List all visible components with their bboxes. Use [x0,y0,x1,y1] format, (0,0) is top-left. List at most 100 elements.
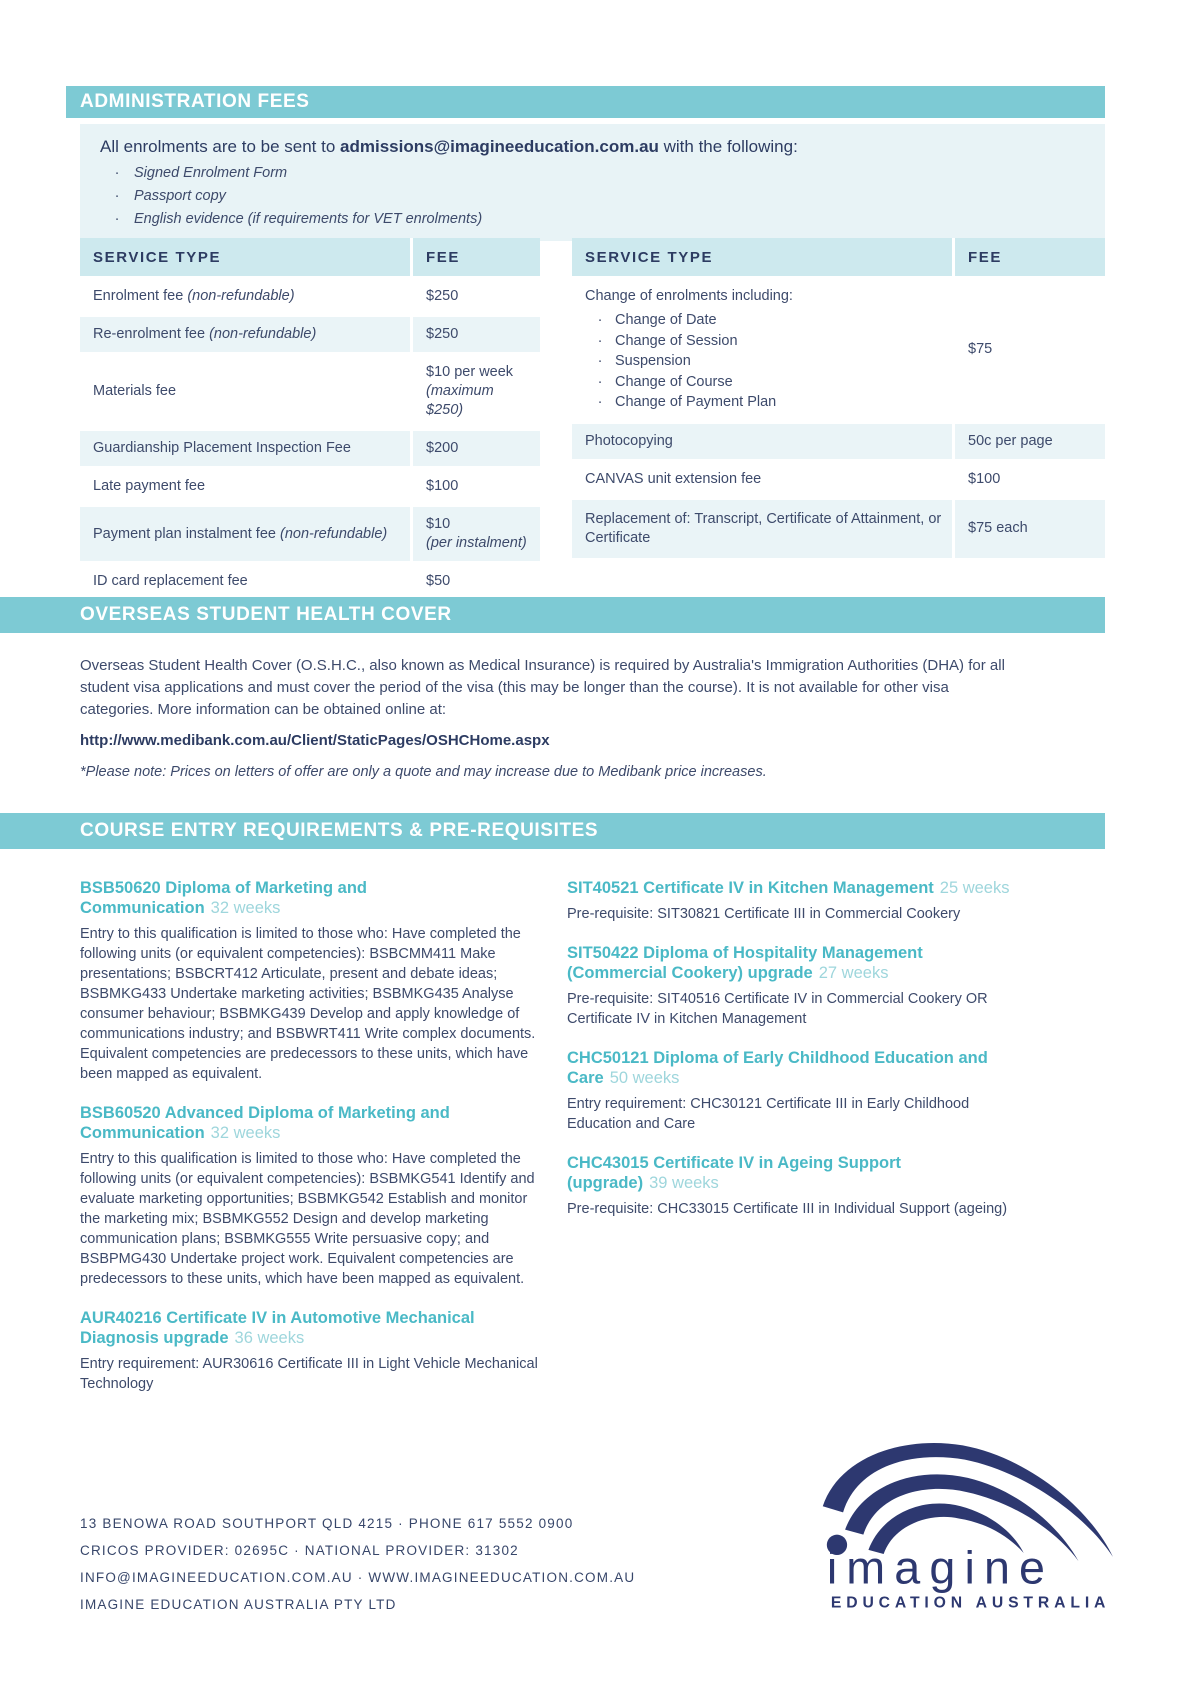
section-header-course-requirements: COURSE ENTRY REQUIREMENTS & PRE-REQUISIT… [0,813,1105,849]
section-title-course-requirements: COURSE ENTRY REQUIREMENTS & PRE-REQUISIT… [80,820,599,841]
intro-suffix: with the following: [658,137,798,156]
oshc-paragraph: Overseas Student Health Cover (O.S.H.C.,… [80,657,1005,718]
fee-value: $75 each [968,520,1028,536]
list-item-text: Signed Enrolment Form [134,165,288,181]
list-item: · Passport copy [100,187,1087,206]
course-duration: 50 weeks [609,1069,680,1087]
service-note: (non-refundable) [209,326,317,342]
course-duration: 25 weeks [939,879,1010,897]
course-requirements-columns: BSB50620 Diploma of Marketing and Commun… [80,878,1027,1413]
medibank-link[interactable]: http://www.medibank.com.au/Client/Static… [80,732,550,749]
list-item: · Change of Session [585,332,942,352]
table-row: Replacement of: Transcript, Certificate … [572,499,1105,558]
bullet-icon: · [597,353,603,369]
logo-swoosh-middle-icon [845,1474,1079,1562]
enrolment-instruction: All enrolments are to be sent to admissi… [100,137,1087,157]
course-duration: 32 weeks [210,899,281,917]
footer-company-line: IMAGINE EDUCATION AUSTRALIA PTY LTD [80,1597,397,1612]
fee-value: $100 [426,478,459,494]
fee-value: $10 [426,516,451,532]
list-item-text: Suspension [615,353,691,369]
service-label: Photocopying [585,432,673,449]
logo-graphic: imagine EDUCATION AUSTRALIA [822,1442,1113,1612]
course-duration: 27 weeks [818,964,889,982]
table-row: Late payment fee $100 [80,469,540,504]
fee-value: $50 [426,573,451,589]
table-header: SERVICE TYPE FEE [80,238,540,276]
list-item: · English evidence (if requirements for V… [100,210,1087,229]
course-column-left: BSB50620 Diploma of Marketing and Commun… [80,878,540,1413]
bullet-icon: · [114,165,120,181]
table-header: SERVICE TYPE FEE [572,238,1105,276]
fee-value: $100 [968,470,1001,487]
column-header-fee: FEE [410,238,540,276]
course-entry: SIT50422 Diploma of Hospitality Manageme… [567,943,1027,1029]
service-label: ID card replacement fee [93,573,248,589]
service-label: Guardianship Placement Inspection Fee [93,440,351,456]
service-label: Late payment fee [93,478,206,494]
bullet-icon: · [114,211,120,227]
service-label: Enrolment fee [93,288,184,304]
table-row: CANVAS unit extension fee $100 [572,461,1105,497]
service-note: (non-refundable) [280,525,388,542]
service-label: Replacement of: Transcript, Certificate … [585,510,942,546]
list-item-text: Change of Course [615,373,733,390]
course-entry: BSB60520 Advanced Diploma of Marketing a… [80,1103,540,1289]
service-label: Re-enrolment fee [93,326,206,342]
course-requirement-text: Entry to this qualification is limited t… [80,1151,535,1287]
table-row: Photocopying 50c per page [572,423,1105,459]
table-row: Change of enrolments including: · Change … [572,279,1105,421]
service-label: Payment plan instalment fee [93,525,276,542]
table-row: Payment plan instalment fee (non-refunda… [80,507,540,561]
bullet-icon: · [597,312,603,328]
imagine-education-logo: imagine EDUCATION AUSTRALIA [770,1432,1115,1612]
course-requirement-text: Entry to this qualification is limited t… [80,926,536,1082]
footer-contact-block: 13 BENOWA ROAD SOUTHPORT QLD 4215 · PHON… [80,1510,635,1618]
list-item-text: Change of Session [615,332,738,349]
list-item-text: Change of Date [615,312,717,328]
table-row: ID card replacement fee $50 [80,564,540,599]
oshc-price-note: *Please note: Prices on letters of offer… [80,764,767,780]
course-duration: 36 weeks [234,1329,305,1347]
footer-provider-line: CRICOS PROVIDER: 02695C · NATIONAL PROVI… [80,1543,519,1558]
bullet-icon: · [597,394,603,410]
fee-note: (maximum $250) [426,383,494,418]
admissions-email[interactable]: admissions@imagineeducation.com.au [340,137,659,156]
bullet-icon: · [597,373,603,390]
course-requirement-text: Pre-requisite: SIT30821 Certificate III … [567,906,961,922]
fee-value: $10 per week [426,364,514,380]
fee-value: $250 [426,326,459,342]
section-header-administration-fees: ADMINISTRATION FEES [66,86,1105,118]
section-title-administration-fees: ADMINISTRATION FEES [80,91,310,112]
logo-wordmark: imagine [827,1541,1054,1593]
course-title: CHC50121 Diploma of Early Childhood Educ… [567,1049,988,1087]
course-entry: CHC50121 Diploma of Early Childhood Educ… [567,1048,1027,1134]
section-header-oshc: OVERSEAS STUDENT HEALTH COVER [0,597,1105,633]
footer-web-line: INFO@IMAGINEEDUCATION.COM.AU · WWW.IMAGI… [80,1570,636,1585]
course-entry: BSB50620 Diploma of Marketing and Commun… [80,878,540,1084]
course-entry: SIT40521 Certificate IV in Kitchen Manag… [567,878,1027,924]
course-entry: CHC43015 Certificate IV in Ageing Suppor… [567,1153,1027,1219]
fees-table-left: SERVICE TYPE FEE Enrolment fee (non-refu… [80,238,540,599]
section-title-oshc: OVERSEAS STUDENT HEALTH COVER [80,604,452,625]
bullet-icon: · [114,188,120,204]
fees-table-right: SERVICE TYPE FEE Change of enrolments in… [572,238,1105,599]
course-requirement-text: Pre-requisite: CHC33015 Certificate III … [567,1201,1008,1217]
service-label: Materials fee [93,383,177,399]
column-header-service-type: SERVICE TYPE [93,248,222,266]
oshc-section-body: Overseas Student Health Cover (O.S.H.C.,… [80,655,1025,783]
list-item: · Suspension [585,352,942,372]
course-requirement-text: Entry requirement: AUR30616 Certificate … [80,1356,538,1392]
logo-swoosh-inner-icon [868,1503,1024,1554]
fee-value: $250 [426,288,459,304]
list-item-text: English evidence (if requirements for VE… [134,211,483,227]
table-row: Re-enrolment fee (non-refundable) $250 [80,317,540,352]
service-label: CANVAS unit extension fee [585,470,762,487]
list-item: · Change of Payment Plan [585,393,942,413]
fee-value: 50c per page [968,432,1053,449]
course-duration: 39 weeks [649,1174,719,1192]
fee-note: (per instalment) [426,535,527,551]
table-row: Enrolment fee (non-refundable) $250 [80,279,540,314]
logo-dot-icon [826,1534,848,1555]
